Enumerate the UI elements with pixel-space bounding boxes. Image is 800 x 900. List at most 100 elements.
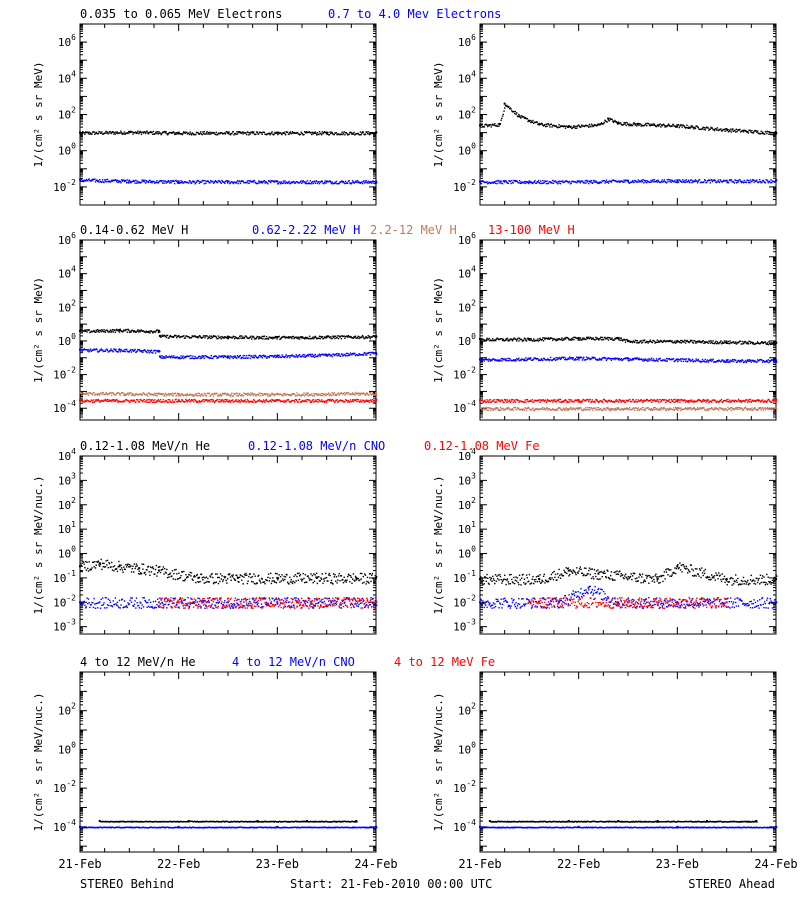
- data-point: [188, 398, 191, 401]
- data-point: [630, 181, 632, 183]
- data-point: [535, 121, 538, 123]
- data-point: [161, 132, 163, 135]
- data-point: [195, 400, 197, 402]
- data-point: [306, 180, 309, 182]
- data-point: [323, 393, 326, 396]
- data-point: [553, 338, 555, 340]
- data-point: [509, 180, 512, 183]
- data-point: [116, 398, 118, 401]
- data-point: [236, 400, 238, 403]
- data-point: [234, 181, 236, 184]
- data-point: [157, 182, 160, 184]
- data-point: [209, 133, 212, 135]
- data-point: [773, 132, 775, 135]
- data-point: [545, 182, 548, 185]
- data-point: [176, 180, 178, 182]
- data-point: [289, 131, 292, 133]
- data-point: [217, 356, 219, 359]
- data-point: [586, 337, 589, 340]
- data-point: [239, 182, 242, 185]
- data-marker: [375, 131, 377, 134]
- data-point: [631, 124, 634, 127]
- data-point: [140, 399, 143, 402]
- data-point: [534, 121, 536, 124]
- data-point: [97, 132, 100, 135]
- data-point: [250, 400, 252, 402]
- data-point: [241, 395, 244, 397]
- data-point: [167, 133, 169, 135]
- data-point: [188, 336, 190, 338]
- data-point: [132, 180, 134, 182]
- data-point: [654, 125, 656, 127]
- data-point: [669, 125, 671, 127]
- data-point: [651, 180, 654, 182]
- data-point: [351, 400, 353, 403]
- data-point: [746, 343, 748, 345]
- data-point: [672, 180, 674, 183]
- data-point: [634, 180, 637, 182]
- data-point: [499, 338, 501, 340]
- data-point: [267, 133, 269, 135]
- data-point: [224, 392, 227, 395]
- data-point: [656, 124, 659, 127]
- data-point: [246, 133, 248, 136]
- data-point: [302, 180, 304, 182]
- data-marker: [276, 180, 279, 183]
- data-point: [366, 400, 368, 403]
- data-point: [247, 337, 249, 339]
- data-point: [560, 180, 562, 183]
- data-point: [262, 131, 264, 133]
- data-point: [490, 126, 492, 128]
- data-point: [189, 337, 191, 339]
- data-point: [310, 400, 312, 403]
- data-marker: [503, 102, 506, 105]
- data-point: [716, 127, 719, 129]
- data-point: [117, 329, 119, 331]
- data-point: [154, 349, 156, 352]
- data-point: [149, 330, 152, 332]
- data-point: [285, 181, 287, 183]
- data-point: [258, 356, 260, 358]
- data-point: [761, 180, 764, 182]
- data-point: [564, 358, 566, 361]
- data-point: [154, 331, 157, 333]
- data-point: [580, 356, 582, 359]
- data-point: [288, 355, 290, 357]
- data-point: [94, 181, 97, 183]
- data-point: [743, 129, 745, 132]
- data-point: [209, 131, 211, 133]
- data-point: [359, 182, 362, 185]
- data-point: [272, 399, 274, 402]
- data-point: [238, 131, 241, 133]
- data-point: [504, 180, 507, 182]
- data-point: [750, 341, 752, 343]
- data-point: [269, 336, 271, 338]
- data-point: [298, 182, 300, 184]
- data-point: [620, 123, 622, 126]
- data-point: [638, 124, 640, 127]
- data-point: [553, 180, 555, 182]
- y-tick-label: 100: [458, 142, 476, 158]
- data-point: [585, 182, 587, 184]
- data-point: [641, 358, 643, 360]
- data-point: [511, 179, 513, 182]
- data-point: [228, 399, 230, 401]
- data-point: [289, 356, 291, 359]
- data-point: [350, 336, 352, 338]
- data-point: [124, 350, 126, 353]
- data-point: [371, 351, 373, 354]
- data-point: [108, 180, 111, 182]
- data-point: [321, 335, 324, 338]
- data-point: [361, 336, 363, 338]
- data-point: [723, 340, 726, 342]
- data-point: [569, 357, 572, 360]
- data-point: [550, 181, 553, 184]
- data-point: [92, 131, 95, 133]
- data-point: [218, 337, 220, 339]
- data-point: [551, 337, 553, 340]
- data-point: [164, 335, 166, 337]
- data-point: [346, 399, 348, 402]
- data-point: [604, 336, 606, 339]
- data-point: [607, 357, 610, 359]
